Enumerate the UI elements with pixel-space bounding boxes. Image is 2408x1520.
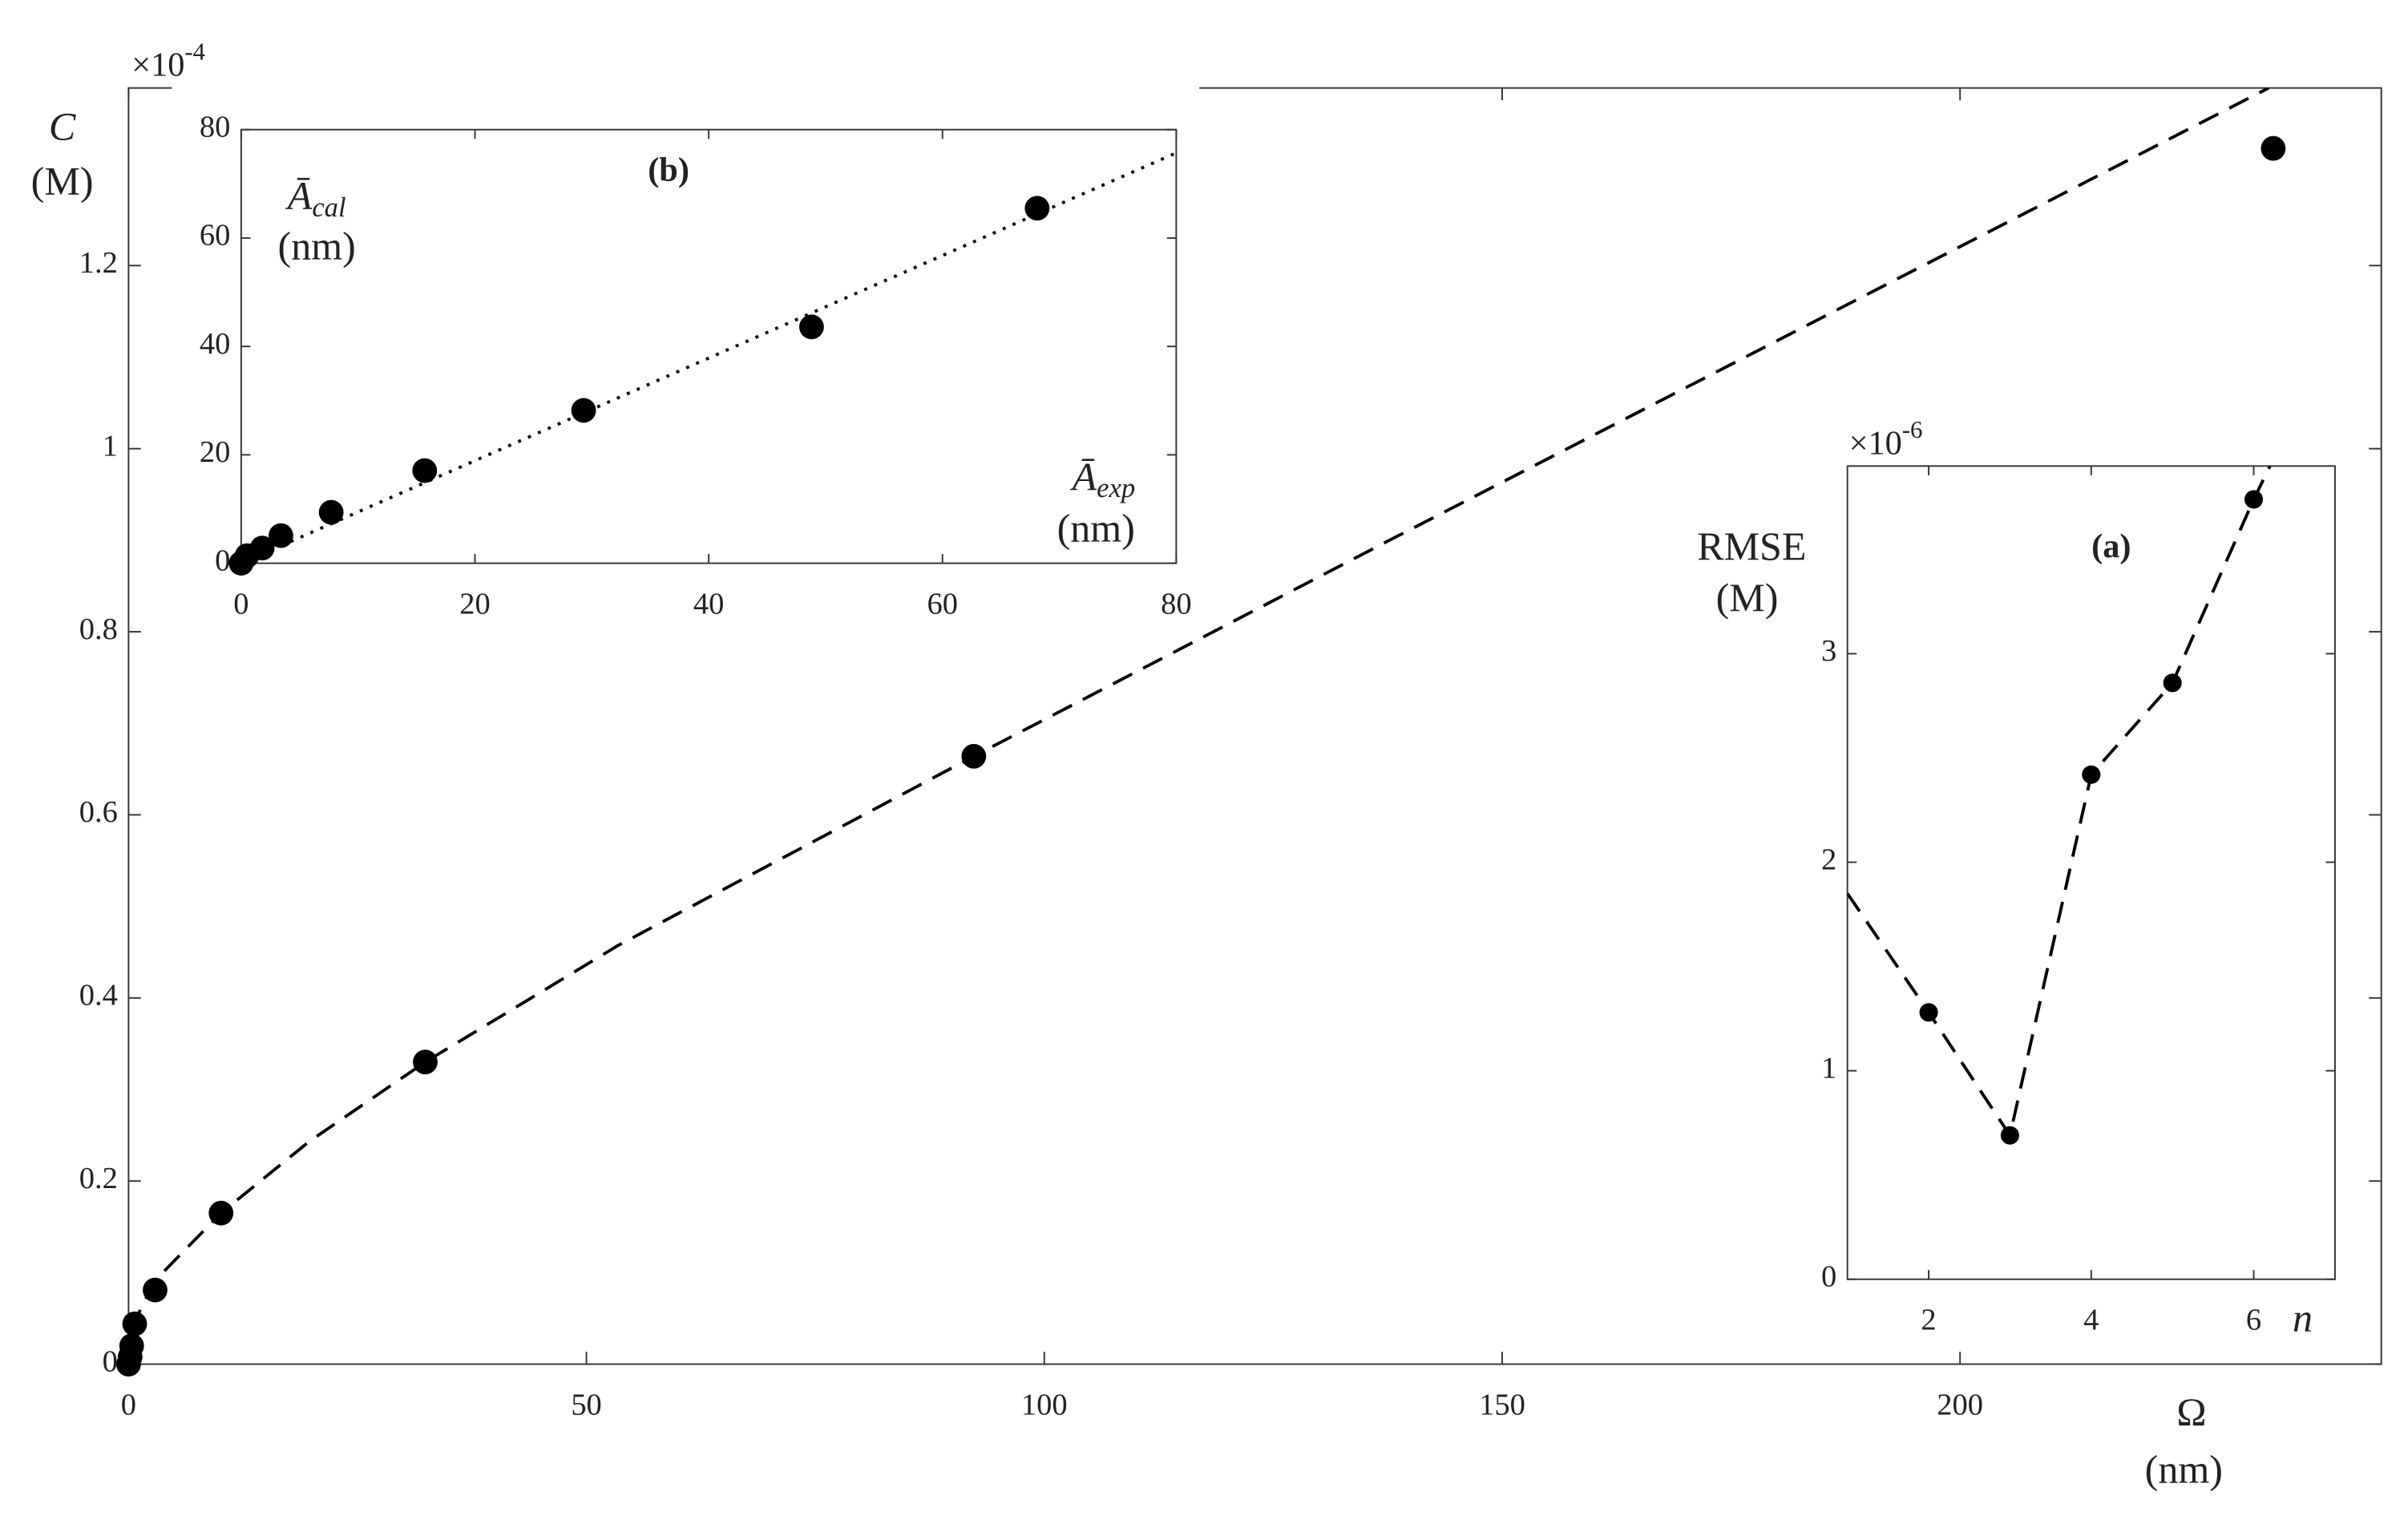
y-axis-unit: (M) [31, 158, 94, 203]
inset-title: (b) [648, 151, 689, 188]
y-tick-label: 1 [1821, 1051, 1836, 1085]
data-point [2261, 135, 2286, 161]
main-chart: 0 50 100 150 20000.20.40.60.811.2×10-4C(M)Ω(… [31, 38, 2382, 1492]
y-tick-label: 2 [1821, 843, 1836, 876]
data-point [318, 499, 344, 525]
y-axis-unit: (M) [1716, 575, 1779, 620]
y-tick-label: 0.8 [79, 612, 118, 646]
x-tick-label: 0 [233, 587, 248, 621]
y-axis-label-sub: cal [312, 192, 345, 223]
y-tick-label: 0 [103, 1344, 118, 1378]
multiplier-exponent: -6 [1902, 416, 1923, 443]
y-tick-label: 0 [1821, 1260, 1836, 1294]
inset-background [172, 83, 1200, 610]
inset-title: (a) [2091, 528, 2131, 565]
x-tick-label: 150 [1479, 1388, 1525, 1421]
y-axis-label: RMSE [1697, 524, 1806, 569]
x-axis-label: Ω [2176, 1390, 2206, 1435]
plot-area [240, 151, 1177, 564]
data-point [2000, 1126, 2019, 1145]
x-tick-label: 0 [121, 1388, 136, 1421]
data-point [269, 523, 293, 548]
data-point [2082, 765, 2101, 784]
x-axis-unit: (nm) [2145, 1447, 2223, 1492]
data-point [412, 458, 438, 483]
y-tick-label: 0.4 [79, 979, 118, 1013]
x-tick-label: 20 [459, 587, 490, 621]
data-point [2163, 673, 2182, 693]
y-tick-label: 1 [103, 429, 118, 463]
data-point [1024, 196, 1050, 221]
x-tick-label: 40 [693, 587, 724, 621]
plot-frame [127, 87, 2382, 1365]
x-axis-label-main: Ā [1070, 455, 1097, 499]
y-tick-label: 20 [200, 435, 230, 469]
y-tick-label: 0 [215, 544, 230, 577]
x-tick-label: 50 [571, 1388, 601, 1421]
data-point [413, 1049, 438, 1075]
x-tick-label: 200 [1937, 1388, 1983, 1421]
x-tick-label: 2 [1921, 1303, 1936, 1336]
data-point [1919, 1003, 1938, 1022]
data-point [571, 398, 596, 423]
y-axis-label-main: C [49, 104, 76, 149]
x-tick-label: 4 [2083, 1303, 2099, 1336]
x-axis-label-main: n [2293, 1296, 2313, 1340]
y-tick-label: 0.2 [79, 1162, 118, 1195]
multiplier-base: ×10 [1849, 424, 1902, 462]
y-tick-label: 1.2 [79, 246, 118, 280]
y-tick-label: 0.6 [79, 795, 118, 829]
data-point [2244, 490, 2264, 509]
x-axis-label-main: Ω [2176, 1390, 2206, 1435]
y-tick-label: 80 [200, 111, 230, 144]
y-tick-label: 40 [200, 327, 230, 361]
axis-multiplier: ×10-4 [131, 38, 205, 83]
x-tick-label: 80 [1161, 587, 1191, 621]
x-tick-label: 60 [927, 587, 957, 621]
x-tick-label: 100 [1021, 1388, 1068, 1421]
x-axis-label-sub: exp [1097, 473, 1135, 503]
data-point [122, 1311, 147, 1336]
y-tick-label: 3 [1821, 634, 1836, 668]
inset-chart: 2 4 6 0 1 2 3 (a) ×10-6 RMSE (M) n [1697, 416, 2358, 1340]
data-point [143, 1277, 168, 1303]
y-axis-label: Ācal [285, 174, 346, 223]
x-axis-unit: (nm) [1057, 506, 1135, 551]
data-point [249, 536, 275, 561]
y-axis-label: C [49, 104, 76, 149]
x-tick-label: 6 [2246, 1303, 2261, 1336]
data-point [208, 1200, 234, 1226]
fit-line [240, 151, 1177, 564]
data-point [961, 743, 987, 769]
x-axis-label: Āexp [1070, 455, 1136, 503]
data-point [119, 1333, 144, 1359]
y-axis-label-main: RMSE [1697, 524, 1806, 569]
multiplier-exponent: -4 [184, 38, 205, 65]
y-axis-unit: (nm) [278, 223, 356, 268]
y-tick-label: 60 [200, 219, 230, 253]
axis-multiplier: ×10-6 [1849, 416, 1923, 462]
multiplier-base: ×10 [131, 46, 184, 83]
y-axis-label-main: Ā [285, 174, 313, 219]
x-axis-label: n [2293, 1296, 2313, 1340]
data-point [799, 314, 824, 340]
